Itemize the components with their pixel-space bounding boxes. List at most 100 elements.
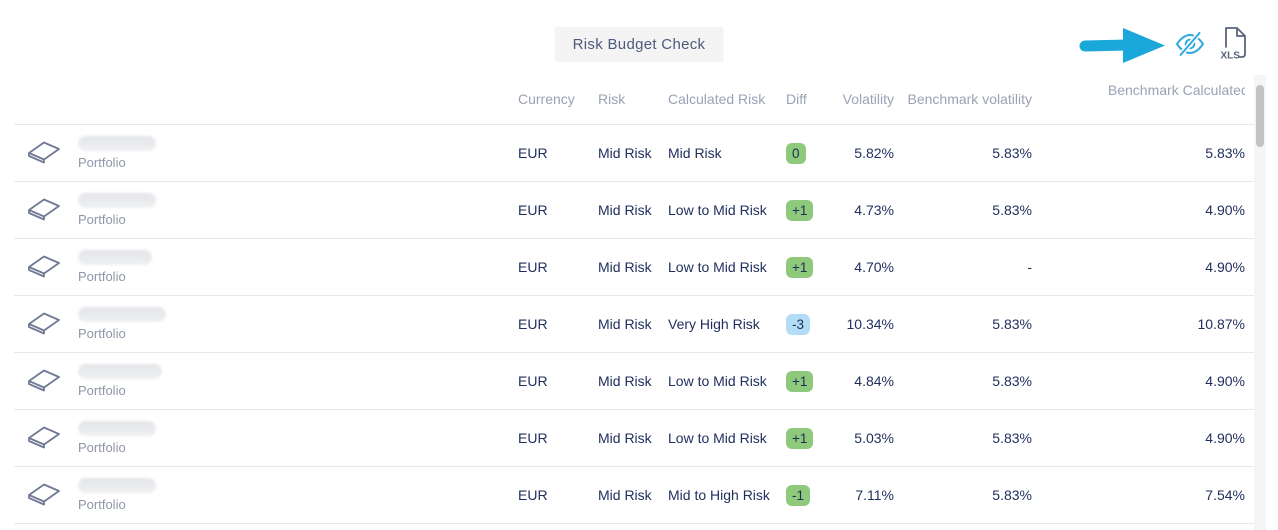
benchmark-calculated-volatility-cell: 7.54% (1205, 486, 1245, 503)
page-title: Risk Budget Check (554, 27, 724, 62)
top-bar: Risk Budget Check XLS (0, 0, 1278, 75)
diff-cell: +1 (786, 199, 836, 221)
col-header-calculated-risk: Calculated Risk (668, 91, 766, 107)
table-row[interactable]: Portfolio EUR Mid Risk Mid Risk 0 5.82% … (14, 125, 1254, 182)
calculated-risk-cell: Low to Mid Risk (668, 201, 767, 218)
diff-badge: +1 (786, 427, 814, 449)
eye-off-icon (1176, 31, 1204, 57)
benchmark-calculated-volatility-cell: 4.90% (1205, 429, 1245, 446)
diff-cell: +1 (786, 427, 836, 449)
portfolio-diamond-icon (28, 426, 60, 449)
col-header-diff: Diff (786, 91, 807, 107)
portfolio-diamond-icon (28, 141, 60, 164)
diff-badge: +1 (786, 256, 814, 278)
calculated-risk-cell: Low to Mid Risk (668, 372, 767, 389)
benchmark-volatility-cell: 5.83% (992, 201, 1032, 218)
table-header-row: Currency Risk Calculated Risk Diff Volat… (14, 75, 1254, 125)
xls-label: XLS (1221, 51, 1241, 61)
table-row[interactable]: Portfolio EUR Mid Risk Mid to High Risk … (14, 467, 1254, 524)
risk-cell: Mid Risk (598, 429, 652, 446)
volatility-cell: 5.82% (854, 144, 894, 161)
redacted-portfolio-name (78, 363, 162, 379)
col-header-volatility: Volatility (842, 91, 894, 107)
portfolio-type-label: Portfolio (78, 211, 126, 227)
col-header-currency: Currency (518, 91, 575, 107)
portfolio-type-label: Portfolio (78, 496, 126, 512)
diff-cell: -1 (786, 484, 836, 506)
redacted-portfolio-name (78, 477, 156, 493)
portfolio-name-stack: Portfolio (78, 192, 156, 228)
diff-cell: +1 (786, 256, 836, 278)
volatility-cell: 4.70% (854, 258, 894, 275)
portfolio-type-label: Portfolio (78, 268, 126, 284)
benchmark-volatility-cell: 5.83% (992, 315, 1032, 332)
vertical-scrollbar[interactable] (1254, 75, 1266, 530)
calculated-risk-cell: Very High Risk (668, 315, 760, 332)
benchmark-volatility-cell: 5.83% (992, 486, 1032, 503)
currency-cell: EUR (518, 315, 548, 332)
table-row[interactable]: Portfolio EUR Mid Risk Low to Mid Risk +… (14, 239, 1254, 296)
portfolio-type-label: Portfolio (78, 439, 126, 455)
currency-cell: EUR (518, 372, 548, 389)
calculated-risk-cell: Low to Mid Risk (668, 258, 767, 275)
diff-badge: +1 (786, 199, 814, 221)
risk-cell: Mid Risk (598, 486, 652, 503)
portfolio-diamond-icon (28, 369, 60, 392)
col-header-benchmark-calculated-volatility: Benchmark Calculated Volatility (1107, 81, 1245, 98)
col-header-benchmark-volatility: Benchmark volatility (907, 91, 1033, 107)
portfolio-type-label: Portfolio (78, 154, 126, 170)
benchmark-volatility-cell: 5.83% (992, 372, 1032, 389)
redacted-portfolio-name (78, 249, 152, 265)
portfolio-diamond-icon (28, 483, 60, 506)
currency-cell: EUR (518, 429, 548, 446)
redacted-portfolio-name (78, 192, 156, 208)
portfolio-cell: Portfolio (14, 363, 518, 399)
volatility-cell: 5.03% (854, 429, 894, 446)
portfolio-name-stack: Portfolio (78, 135, 156, 171)
risk-cell: Mid Risk (598, 258, 652, 275)
table-body: Portfolio EUR Mid Risk Mid Risk 0 5.82% … (14, 125, 1254, 524)
portfolio-name-stack: Portfolio (78, 363, 162, 399)
redacted-portfolio-name (78, 135, 156, 151)
risk-cell: Mid Risk (598, 372, 652, 389)
table-row[interactable]: Portfolio EUR Mid Risk Low to Mid Risk +… (14, 410, 1254, 467)
diff-badge: 0 (786, 142, 806, 164)
benchmark-volatility-cell: 5.83% (992, 429, 1032, 446)
diff-badge: -3 (786, 313, 811, 335)
portfolio-diamond-icon (28, 198, 60, 221)
hide-values-button[interactable] (1174, 28, 1206, 60)
portfolio-cell: Portfolio (14, 420, 518, 456)
volatility-cell: 7.11% (855, 486, 894, 503)
calculated-risk-cell: Mid Risk (668, 144, 722, 161)
table-row[interactable]: Portfolio EUR Mid Risk Low to Mid Risk +… (14, 353, 1254, 410)
diff-badge: +1 (786, 370, 814, 392)
portfolio-name-stack: Portfolio (78, 420, 156, 456)
currency-cell: EUR (518, 201, 548, 218)
col-header-risk: Risk (598, 91, 626, 107)
risk-cell: Mid Risk (598, 144, 652, 161)
calculated-risk-cell: Mid to High Risk (668, 486, 770, 503)
diff-cell: +1 (786, 370, 836, 392)
portfolio-cell: Portfolio (14, 249, 518, 285)
benchmark-calculated-volatility-cell: 5.83% (1205, 144, 1245, 161)
table-row[interactable]: Portfolio EUR Mid Risk Low to Mid Risk +… (14, 182, 1254, 239)
table-row[interactable]: Portfolio EUR Mid Risk Very High Risk -3… (14, 296, 1254, 353)
currency-cell: EUR (518, 144, 548, 161)
portfolio-cell: Portfolio (14, 306, 518, 342)
diff-badge: -1 (786, 484, 811, 506)
volatility-cell: 10.34% (846, 315, 894, 332)
risk-table: Currency Risk Calculated Risk Diff Volat… (14, 75, 1254, 524)
redacted-portfolio-name (78, 420, 156, 436)
benchmark-volatility-cell: 5.83% (992, 144, 1032, 161)
diff-cell: -3 (786, 313, 836, 335)
portfolio-name-stack: Portfolio (78, 249, 152, 285)
export-xls-button[interactable]: XLS (1218, 25, 1252, 61)
annotation-arrow-icon (1079, 28, 1165, 63)
portfolio-cell: Portfolio (14, 135, 518, 171)
currency-cell: EUR (518, 486, 548, 503)
risk-cell: Mid Risk (598, 315, 652, 332)
portfolio-cell: Portfolio (14, 192, 518, 228)
diff-cell: 0 (786, 142, 836, 164)
scrollbar-thumb[interactable] (1256, 85, 1264, 147)
